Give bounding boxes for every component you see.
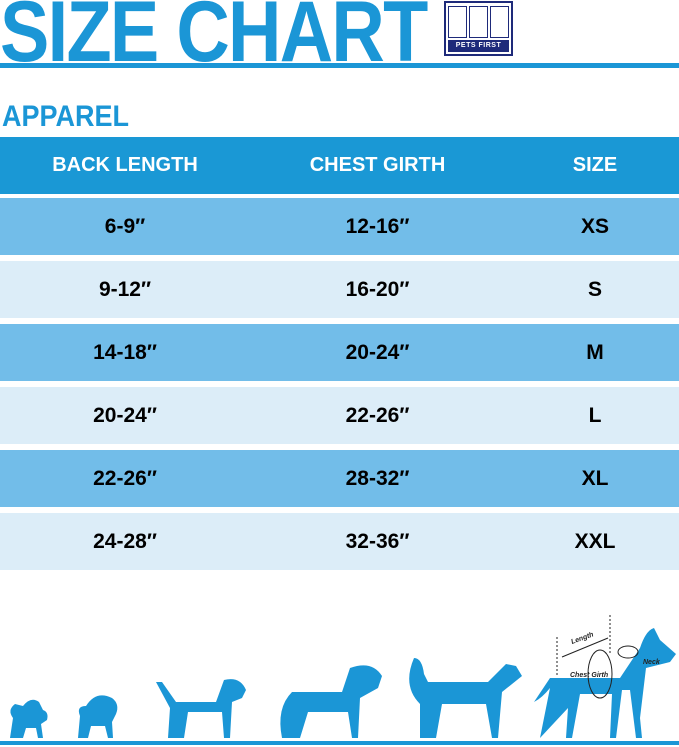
header-size: SIZE [572, 154, 618, 176]
dog-pug-icon [78, 695, 118, 738]
table-row: 14-18″ 20-24″ M [0, 324, 679, 381]
cell-back-length: 9-12″ [98, 277, 152, 301]
table-row: 9-12″ 16-20″ S [0, 261, 679, 318]
title-underline [0, 63, 679, 68]
diagram-chest-label: Chest Girth [570, 672, 608, 679]
dog-chihuahua-icon [10, 699, 48, 738]
dog-beagle-icon [156, 679, 246, 738]
brand-logo: PETS FIRST [444, 1, 513, 56]
cell-chest-girth: 28-32″ [345, 466, 410, 490]
logo-text: PETS FIRST [448, 40, 509, 52]
cell-back-length: 6-9″ [104, 214, 146, 238]
cell-chest-girth: 22-26″ [345, 403, 410, 427]
dog-husky-icon [409, 658, 522, 738]
cell-size: XS [580, 214, 609, 238]
table-row: 22-26″ 28-32″ XL [0, 450, 679, 507]
cell-back-length: 24-28″ [93, 529, 157, 553]
header-back-length: BACK LENGTH [52, 154, 198, 176]
cell-size: L [588, 403, 602, 427]
page-title: SIZE CHART [0, 0, 428, 80]
table-row: 6-9″ 12-16″ XS [0, 198, 679, 255]
diagram-neck-label: Neck [643, 659, 661, 666]
cell-back-length: 14-18″ [93, 340, 157, 364]
cell-back-length: 22-26″ [93, 466, 157, 490]
section-heading: APPAREL [2, 100, 130, 133]
table-row: 24-28″ 32-36″ XXL [0, 513, 679, 570]
diagram-length-label: Length [570, 631, 594, 646]
cell-chest-girth: 16-20″ [345, 277, 410, 301]
cell-chest-girth: 20-24″ [345, 340, 410, 364]
dog-silhouettes: Length Neck Chest Girth [0, 615, 679, 745]
dog-spaniel-icon [280, 665, 382, 738]
cell-size: XL [581, 466, 609, 490]
header-chest-girth: CHEST GIRTH [309, 154, 446, 176]
dog-great-dane-icon [534, 628, 676, 738]
table-row: 20-24″ 22-26″ L [0, 387, 679, 444]
cell-back-length: 20-24″ [93, 403, 157, 427]
cell-size: M [586, 340, 604, 364]
table-header: BACK LENGTH CHEST GIRTH SIZE [0, 137, 679, 194]
cell-chest-girth: 12-16″ [345, 214, 410, 238]
cell-size: S [587, 277, 602, 301]
cell-chest-girth: 32-36″ [345, 529, 410, 553]
cell-size: XXL [574, 529, 616, 553]
